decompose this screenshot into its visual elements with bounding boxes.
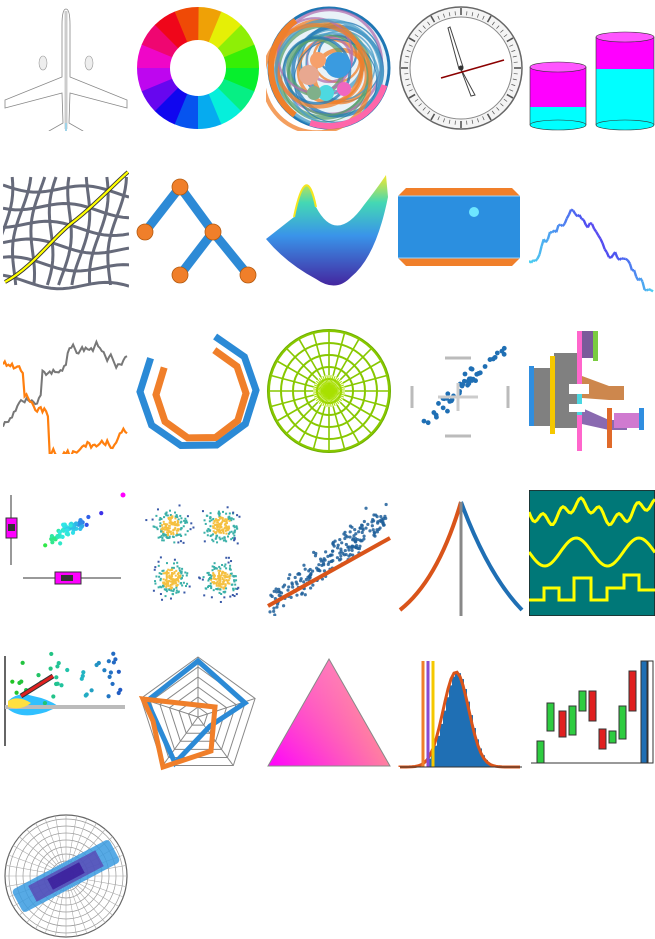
polar-heatmap-icon [3, 813, 129, 939]
scatter-regression-icon [266, 490, 392, 616]
scatter-crosshair-icon [398, 328, 524, 454]
polar-grid-icon [266, 328, 392, 454]
radar-chart-icon [135, 651, 261, 777]
two-line-series-icon [3, 328, 129, 454]
gradient-line-icon [529, 167, 655, 293]
cylinders-icon [529, 5, 655, 131]
airplane-icon [3, 5, 129, 131]
surface-plot-icon [266, 167, 392, 293]
color-wheel-icon [135, 5, 261, 131]
ternary-gradient-icon [266, 651, 392, 777]
histogram-icon [398, 651, 524, 777]
peak-curve-icon [398, 490, 524, 616]
candlestick-icon [529, 651, 655, 777]
sankey-flow-icon [529, 328, 655, 454]
signal-waves-icon [529, 489, 655, 616]
violin-scatter-icon [3, 651, 129, 777]
density-clusters-icon [135, 490, 261, 616]
ring-outlines-icon [135, 328, 261, 454]
scatter-marginal-box-icon [3, 490, 129, 616]
circle-packing-icon [266, 5, 392, 131]
warped-grid-icon [3, 167, 129, 293]
framed-panel-icon [397, 167, 524, 293]
tree-graph-icon [135, 167, 261, 293]
clock-icon [398, 5, 524, 131]
